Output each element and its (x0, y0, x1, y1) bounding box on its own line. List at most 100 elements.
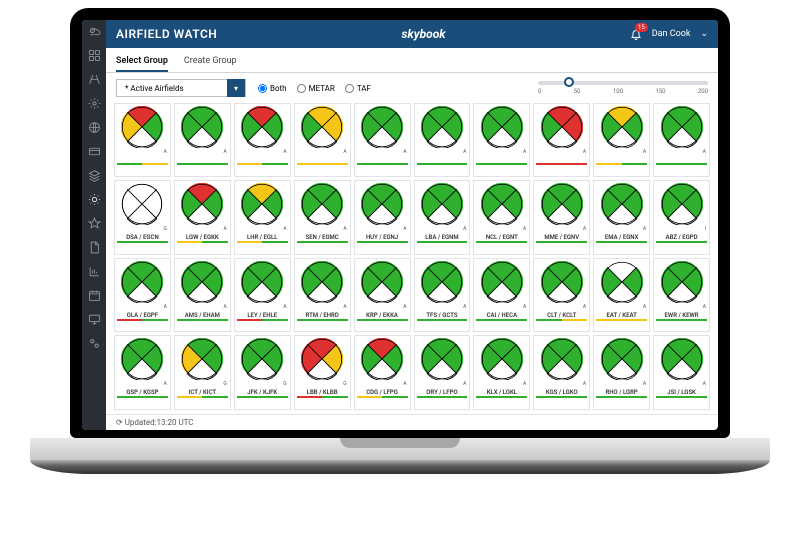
airfield-tile[interactable]: A (473, 103, 530, 177)
airfield-tile[interactable]: A EWR / KEWR (653, 258, 710, 333)
route-icon[interactable] (87, 72, 101, 86)
airfield-tile[interactable]: A (533, 103, 590, 177)
card-icon[interactable] (87, 144, 101, 158)
layers-icon[interactable] (87, 168, 101, 182)
airfield-tile[interactable]: A MME / EGNV (533, 180, 590, 255)
airfield-code: EWR / KEWR (656, 312, 707, 319)
page-title: AIRFIELD WATCH (116, 27, 217, 41)
settings-icon[interactable] (87, 96, 101, 110)
airfield-tile[interactable]: A CDG / LFPG (354, 335, 411, 410)
airfield-tile[interactable]: A RTM / EHRD (294, 258, 351, 333)
airfield-tile[interactable]: A GLA / EGPF (114, 258, 171, 333)
cogs-icon[interactable] (87, 336, 101, 350)
chart-icon[interactable] (87, 264, 101, 278)
updated-text: Updated:13:20 UTC (125, 418, 194, 427)
airfield-tile[interactable]: A KRP / EKKA (354, 258, 411, 333)
laptop-base (30, 438, 770, 508)
airfield-code: EMA / EGNX (596, 234, 647, 241)
airfield-tile[interactable]: A HUY / EGNJ (354, 180, 411, 255)
airfield-code: ORY / LFPO (417, 389, 468, 396)
airfield-tile[interactable]: A (653, 103, 710, 177)
airfield-tile[interactable]: A KLX / LGKL (473, 335, 530, 410)
group-dropdown[interactable]: * Active Airfields ▾ (116, 79, 246, 97)
toolbar: * Active Airfields ▾ Both METAR TAF 0 50 (106, 73, 718, 103)
airfield-tile[interactable]: G LBB / KLBB (294, 335, 351, 410)
airfield-code: LBA / EGNM (417, 234, 468, 241)
airfield-tile[interactable]: A LEY / EHLE (234, 258, 291, 333)
airfield-tile[interactable]: A GSP / KGSP (114, 335, 171, 410)
star-icon[interactable] (87, 216, 101, 230)
airfield-tile[interactable]: A NCL / EGNT (473, 180, 530, 255)
airfield-tile[interactable]: A (114, 103, 171, 177)
airfield-tile[interactable]: A (294, 103, 351, 177)
airfield-tile[interactable]: A JSI / LGSK (653, 335, 710, 410)
radio-both[interactable]: Both (258, 84, 287, 93)
tab-select-group[interactable]: Select Group (116, 52, 168, 72)
airfield-code: KRP / EKKA (357, 312, 408, 319)
airfield-code: NCL / EGNT (476, 234, 527, 241)
airfield-tile[interactable]: A EAT / KEAT (593, 258, 650, 333)
airfield-code: RTM / EHRD (297, 312, 348, 319)
airfield-code: AMS / EHAM (177, 312, 228, 319)
radio-metar[interactable]: METAR (297, 84, 335, 93)
airfield-tile[interactable]: A (174, 103, 231, 177)
airfield-tile[interactable]: A (593, 103, 650, 177)
app-screen: AIRFIELD WATCH skybook 15 Dan Cook ⌄ Sel… (82, 20, 718, 430)
time-slider[interactable]: 0 50 100 150 200 (538, 81, 708, 95)
airfield-tile[interactable]: A AMS / EHAM (174, 258, 231, 333)
sun-icon[interactable] (87, 192, 101, 206)
monitor-icon[interactable] (87, 312, 101, 326)
airfield-tile[interactable]: A SEN / EGMC (294, 180, 351, 255)
airfield-tile[interactable]: G ICT / KICT (174, 335, 231, 410)
airfield-code: LHR / EGLL (237, 234, 288, 241)
airfield-code: MME / EGNV (536, 234, 587, 241)
airfield-tile[interactable]: G DSA / EGCN (114, 180, 171, 255)
calendar-icon[interactable] (87, 288, 101, 302)
group-tabs: Select Group Create Group (106, 48, 718, 73)
airfield-tile[interactable]: A CAI / HECA (473, 258, 530, 333)
main-area: AIRFIELD WATCH skybook 15 Dan Cook ⌄ Sel… (106, 20, 718, 430)
chevron-down-icon[interactable]: ⌄ (700, 29, 708, 39)
airfield-code: LBB / KLBB (297, 389, 348, 396)
laptop-mockup: AIRFIELD WATCH skybook 15 Dan Cook ⌄ Sel… (0, 0, 800, 546)
airfield-code: GSP / KGSP (117, 389, 168, 396)
airfield-code: LGW / EGKK (177, 234, 228, 241)
airfield-tile[interactable]: A RHO / LGRP (593, 335, 650, 410)
dropdown-toggle-icon[interactable]: ▾ (227, 79, 245, 97)
app-header: AIRFIELD WATCH skybook 15 Dan Cook ⌄ (106, 20, 718, 48)
user-name[interactable]: Dan Cook (652, 29, 691, 39)
airfield-tile[interactable]: I ABZ / EGPD (653, 180, 710, 255)
airfield-tile[interactable]: A (354, 103, 411, 177)
earth-icon[interactable] (87, 120, 101, 134)
airfield-tile[interactable]: A EMA / EGNX (593, 180, 650, 255)
airfield-code: CDG / LFPG (357, 389, 408, 396)
airfield-tile[interactable]: A LHR / EGLL (234, 180, 291, 255)
grid-icon[interactable] (87, 48, 101, 62)
airfield-tile[interactable]: G JFK / KJFK (234, 335, 291, 410)
airfield-code: SEN / EGMC (297, 234, 348, 241)
airfield-code: GLA / EGPF (117, 312, 168, 319)
airfield-tile[interactable]: A (234, 103, 291, 177)
notifications-button[interactable]: 15 (630, 28, 642, 40)
airfield-grid: A A (106, 103, 718, 414)
left-nav-rail (82, 20, 106, 430)
brand-logo: skybook (217, 27, 629, 41)
airfield-tile[interactable]: A TFS / GCTS (414, 258, 471, 333)
airfield-code: RHO / LGRP (596, 389, 647, 396)
airfield-tile[interactable]: A LGW / EGKK (174, 180, 231, 255)
tab-create-group[interactable]: Create Group (184, 52, 237, 72)
airfield-tile[interactable]: A LBA / EGNM (414, 180, 471, 255)
airfield-code: DSA / EGCN (117, 234, 168, 241)
airfield-code: CLT / KCLT (536, 312, 587, 319)
doc-icon[interactable] (87, 240, 101, 254)
slider-thumb[interactable] (564, 77, 574, 87)
airfield-tile[interactable]: A ORY / LFPO (414, 335, 471, 410)
airfield-code: JFK / KJFK (237, 389, 288, 396)
notification-badge: 15 (635, 23, 648, 32)
airfield-tile[interactable]: A (414, 103, 471, 177)
weather-icon[interactable] (87, 24, 101, 38)
radio-taf[interactable]: TAF (345, 84, 371, 93)
airfield-tile[interactable]: A KGS / LGKO (533, 335, 590, 410)
airfield-tile[interactable]: A CLT / KCLT (533, 258, 590, 333)
airfield-code: HUY / EGNJ (357, 234, 408, 241)
